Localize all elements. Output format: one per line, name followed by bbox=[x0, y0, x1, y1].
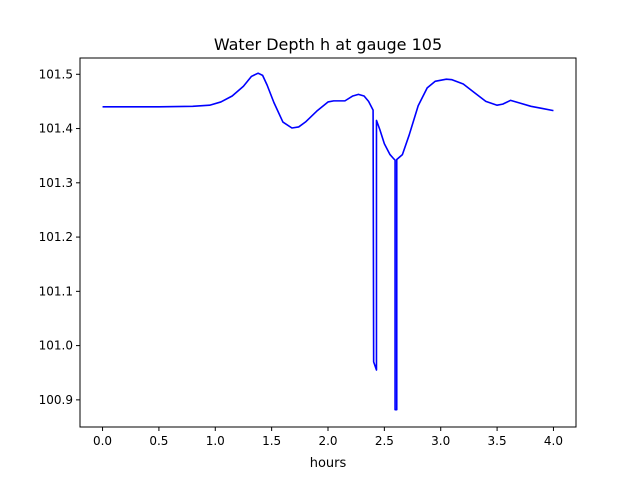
x-tick-label: 1.0 bbox=[206, 434, 225, 448]
series-line-0 bbox=[102, 72, 554, 411]
plot-area bbox=[102, 72, 554, 411]
x-tick-label: 3.0 bbox=[431, 434, 450, 448]
y-tick-label: 101.3 bbox=[39, 176, 73, 190]
y-tick-label: 100.9 bbox=[39, 393, 73, 407]
x-tick-label: 1.5 bbox=[262, 434, 281, 448]
y-tick-label: 101.4 bbox=[39, 122, 73, 136]
x-tick-label: 0.0 bbox=[93, 434, 112, 448]
chart-title: Water Depth h at gauge 105 bbox=[214, 35, 442, 54]
plot-frame bbox=[79, 57, 577, 428]
x-axis-label: hours bbox=[310, 456, 347, 471]
y-axis-ticks: 100.9 101.0 101.1 101.2 101.3 101.4 101.5 bbox=[39, 67, 80, 407]
y-tick-label: 101.2 bbox=[39, 230, 73, 244]
y-tick-label: 101.5 bbox=[39, 67, 73, 81]
y-tick-label: 101.1 bbox=[39, 284, 73, 298]
x-axis-ticks: 0.0 0.5 1.0 1.5 2.0 2.5 3.0 3.5 4.0 bbox=[93, 427, 563, 448]
y-tick-label: 101.0 bbox=[39, 339, 73, 353]
x-tick-label: 3.5 bbox=[488, 434, 507, 448]
x-tick-label: 2.0 bbox=[318, 434, 337, 448]
x-tick-label: 0.5 bbox=[149, 434, 168, 448]
x-tick-label: 4.0 bbox=[544, 434, 563, 448]
x-tick-label: 2.5 bbox=[375, 434, 394, 448]
